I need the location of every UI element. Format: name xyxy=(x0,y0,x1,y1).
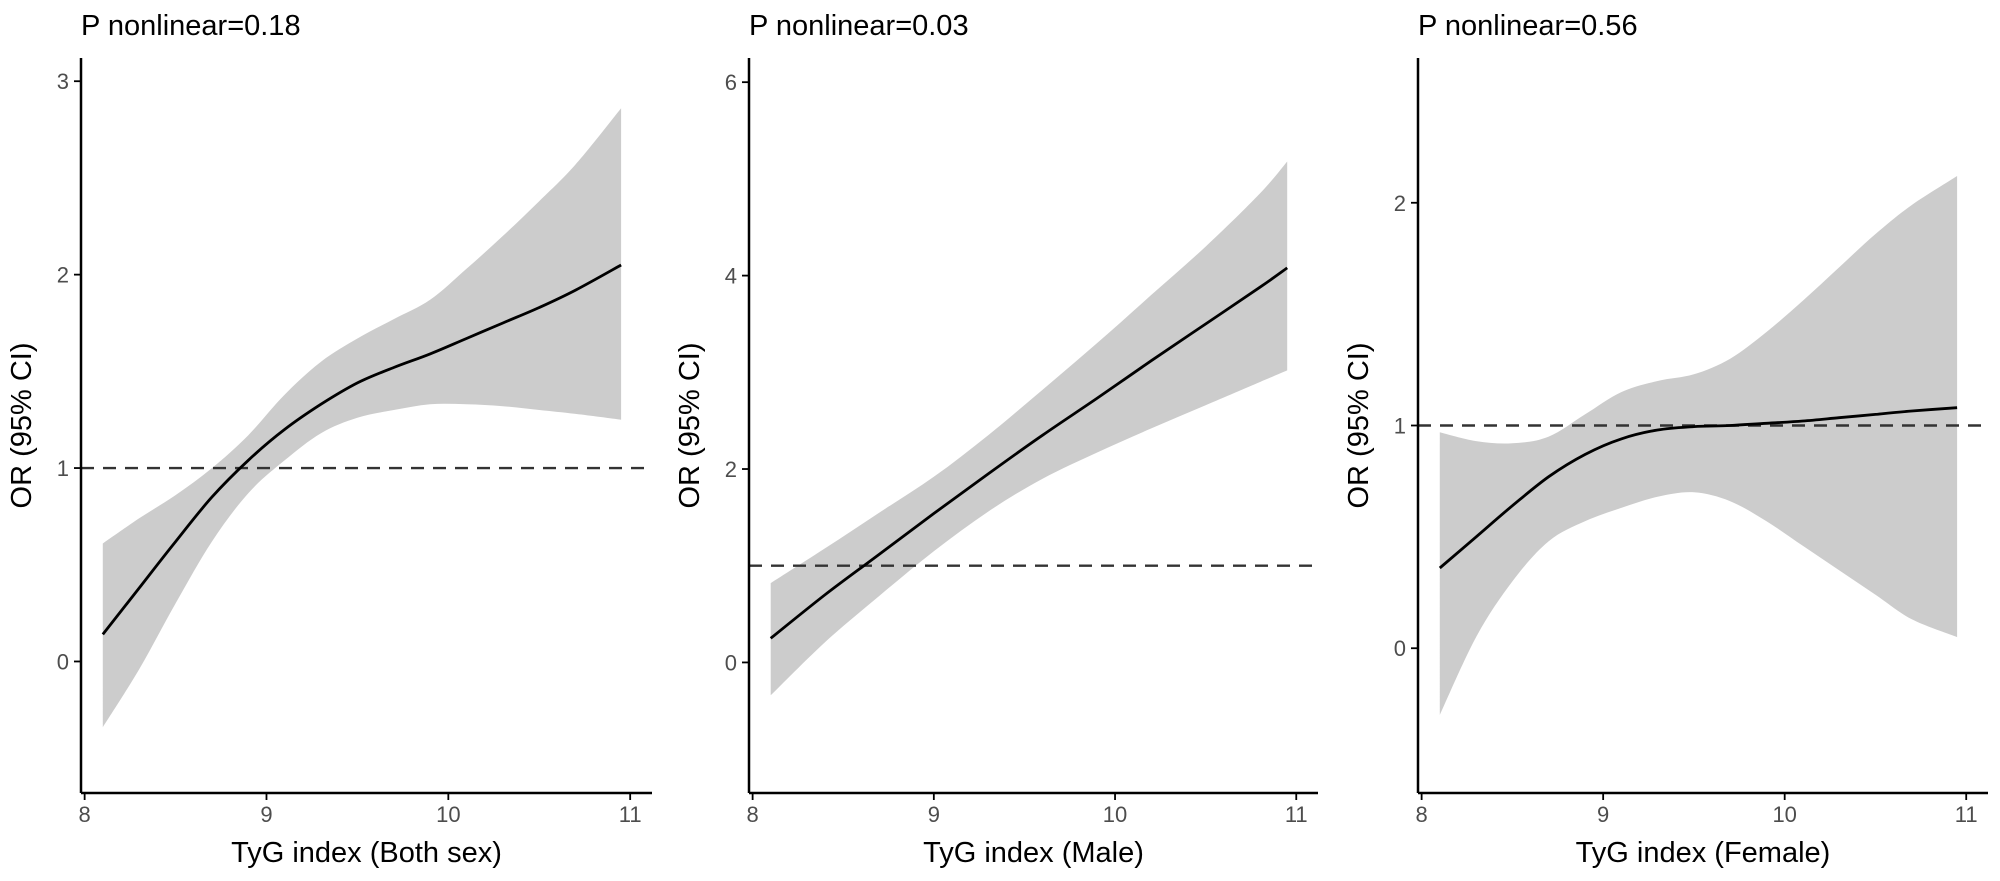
y-ticks: 0 1 2 3 xyxy=(57,69,81,674)
y-ticks: 0 2 4 6 xyxy=(725,70,749,675)
x-axis-title: TyG index (Male) xyxy=(923,837,1144,869)
y-axis-title: OR (95% CI) xyxy=(1343,343,1375,509)
x-tick-label: 11 xyxy=(619,802,642,827)
x-tick-label: 10 xyxy=(436,802,460,827)
y-tick-label: 2 xyxy=(57,263,69,288)
y-tick-label: 4 xyxy=(725,264,737,289)
y-tick-label: 2 xyxy=(725,457,737,482)
y-tick-label: 2 xyxy=(1394,191,1406,216)
fit-line xyxy=(769,266,1289,640)
panel-both-sex: 0 1 2 3 8 9 10 11 P nonlinear=0.18 TyG index (… xyxy=(6,10,652,869)
y-tick-label: 6 xyxy=(725,70,737,95)
y-axis-title: OR (95% CI) xyxy=(674,343,706,509)
ci-band xyxy=(102,108,622,728)
x-ticks: 8 9 10 11 xyxy=(746,793,1308,827)
ci-band xyxy=(770,161,1288,696)
x-tick-label: 8 xyxy=(79,802,91,827)
x-axis-title: TyG index (Both sex) xyxy=(231,837,502,869)
x-tick-label: 8 xyxy=(746,802,758,827)
ci-band xyxy=(1439,176,1958,715)
panel-female: 0 1 2 8 9 10 11 P nonlinear=0.56 TyG index (F… xyxy=(1343,10,1988,869)
fit-line xyxy=(101,263,622,636)
panel-title: P nonlinear=0.56 xyxy=(1418,10,1638,42)
x-tick-label: 8 xyxy=(1416,802,1428,827)
x-ticks: 8 9 10 11 xyxy=(1416,793,1978,827)
x-tick-label: 9 xyxy=(928,802,940,827)
panel-title: P nonlinear=0.18 xyxy=(81,10,301,42)
x-tick-label: 11 xyxy=(1955,802,1978,827)
x-tick-label: 9 xyxy=(260,802,272,827)
x-ticks: 8 9 10 11 xyxy=(79,793,642,827)
y-tick-label: 0 xyxy=(725,650,737,675)
x-tick-label: 9 xyxy=(1597,802,1609,827)
x-tick-label: 10 xyxy=(1772,802,1796,827)
y-tick-label: 1 xyxy=(57,456,69,481)
fit-line xyxy=(1438,406,1958,570)
x-tick-label: 10 xyxy=(1103,802,1127,827)
x-tick-label: 11 xyxy=(1285,802,1308,827)
y-tick-label: 3 xyxy=(57,69,69,94)
y-tick-label: 0 xyxy=(1394,636,1406,661)
y-tick-label: 1 xyxy=(1394,414,1406,439)
x-axis-title: TyG index (Female) xyxy=(1576,837,1831,869)
panel-title: P nonlinear=0.03 xyxy=(749,10,969,42)
y-ticks: 0 1 2 xyxy=(1394,191,1418,661)
y-tick-label: 0 xyxy=(57,649,69,674)
panel-male: 0 2 4 6 8 9 10 11 P nonlinear=0.03 TyG index (… xyxy=(674,10,1318,869)
y-axis-title: OR (95% CI) xyxy=(6,343,38,509)
